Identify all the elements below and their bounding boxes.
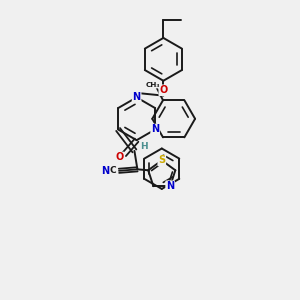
Text: S: S xyxy=(158,155,165,165)
Text: N: N xyxy=(166,181,174,191)
Text: N: N xyxy=(101,167,109,176)
Text: CH₃: CH₃ xyxy=(145,82,160,88)
Text: H: H xyxy=(140,142,148,151)
Text: N: N xyxy=(133,92,141,102)
Text: N: N xyxy=(151,124,159,134)
Text: O: O xyxy=(159,85,167,95)
Text: C: C xyxy=(110,166,116,175)
Text: O: O xyxy=(116,152,124,162)
